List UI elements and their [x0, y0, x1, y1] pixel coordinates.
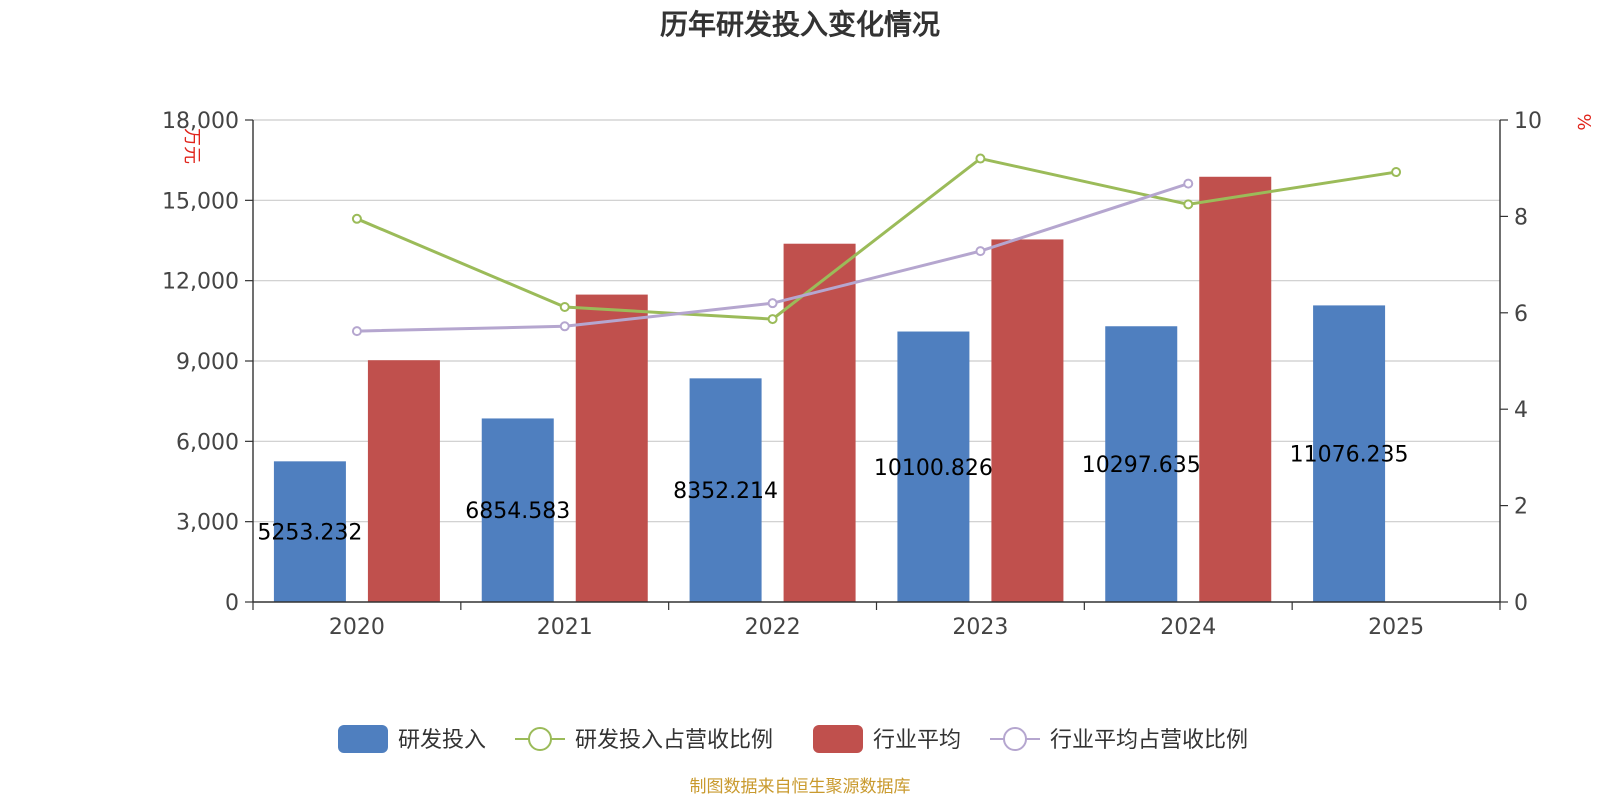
line-研发投入占营收比例 — [356, 156, 1397, 321]
left-tick-label: 3,000 — [176, 511, 239, 536]
line-point — [1391, 167, 1402, 178]
legend-label: 行业平均 — [873, 728, 961, 753]
legend-swatch — [338, 725, 388, 753]
x-tick-label: 2024 — [1160, 615, 1216, 640]
bar-value-label: 10100.826 — [874, 456, 993, 481]
line-point — [351, 326, 362, 337]
right-tick-label: 8 — [1514, 205, 1528, 230]
line-point — [559, 302, 570, 313]
source-note: 制图数据来自恒生聚源数据库 — [690, 777, 911, 797]
gridlines — [253, 119, 1500, 523]
legend-swatch-marker — [528, 727, 552, 751]
left-axis-unit: 万元 — [181, 128, 202, 164]
line-point — [559, 321, 570, 332]
x-tick-label: 2023 — [952, 615, 1008, 640]
bar-value-label: 5253.232 — [257, 521, 362, 546]
bar-行业平均 — [991, 239, 1064, 602]
x-tick-label: 2025 — [1368, 615, 1424, 640]
line-point — [1183, 178, 1194, 189]
left-tick-label: 12,000 — [162, 270, 239, 295]
x-tick-label: 2021 — [537, 615, 593, 640]
line-point — [767, 314, 778, 325]
bar-研发投入 — [897, 331, 970, 602]
x-tick-label: 2020 — [329, 615, 385, 640]
bar-value-label: 8352.214 — [673, 479, 778, 504]
bar-研发投入 — [1105, 326, 1178, 602]
bar-行业平均 — [783, 243, 856, 603]
legend-label: 行业平均占营收比例 — [1050, 728, 1248, 753]
legend-swatch — [813, 725, 863, 753]
line-point — [767, 298, 778, 309]
bar-行业平均 — [1199, 176, 1272, 602]
chart-title: 历年研发投入变化情况 — [660, 8, 940, 41]
legend-label: 研发投入 — [398, 728, 486, 753]
right-tick-label: 6 — [1514, 302, 1528, 327]
legend-label: 研发投入占营收比例 — [575, 728, 773, 753]
legend-swatch-marker — [1003, 727, 1027, 751]
bar-行业平均 — [367, 360, 440, 602]
data-labels: 5253.232 6854.583 8352.214 10100.826 10297.6… — [257, 443, 1408, 546]
line-point — [351, 213, 362, 224]
right-tick-label: 2 — [1514, 495, 1528, 520]
bar-研发投入 — [273, 461, 346, 602]
axes: 0 3,000 6,000 9,000 12,000 15,000 18,000 0 2 4 6 8 1… — [162, 109, 1542, 640]
x-tick-label: 2022 — [745, 615, 801, 640]
line-point — [1183, 199, 1194, 210]
legend: 研发投入 研发投入占营收比例 行业平均 行业平均占营收比例 — [338, 725, 1248, 753]
bar-研发投入 — [481, 418, 554, 602]
bar-value-label: 10297.635 — [1082, 453, 1201, 478]
bar-研发投入 — [689, 378, 762, 602]
line-point — [975, 153, 986, 164]
left-tick-label: 15,000 — [162, 189, 239, 214]
left-tick-label: 0 — [225, 591, 239, 616]
right-tick-label: 0 — [1514, 591, 1528, 616]
bars — [273, 176, 1386, 603]
bar-value-label: 11076.235 — [1290, 443, 1409, 468]
bar-研发投入 — [1313, 305, 1386, 602]
right-tick-label: 4 — [1514, 398, 1528, 423]
lines — [351, 153, 1402, 337]
right-tick-label: 10 — [1514, 109, 1542, 134]
line-行业平均占营收比例 — [356, 182, 1189, 333]
left-tick-label: 9,000 — [176, 350, 239, 375]
left-tick-label: 18,000 — [162, 109, 239, 134]
line-point — [975, 246, 986, 257]
bar-value-label: 6854.583 — [465, 499, 570, 524]
bar-行业平均 — [575, 294, 648, 602]
left-tick-label: 6,000 — [176, 430, 239, 455]
right-axis-unit: % — [1573, 113, 1594, 130]
